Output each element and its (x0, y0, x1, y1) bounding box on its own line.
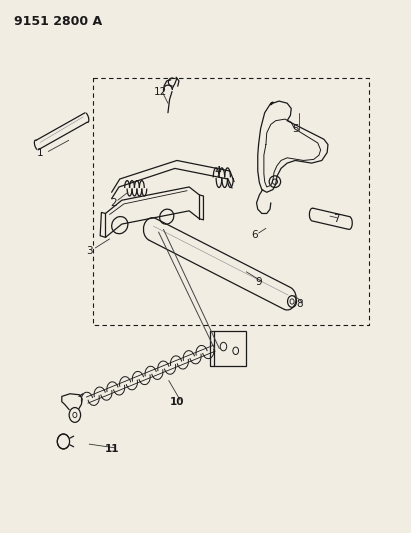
Text: 8: 8 (296, 298, 303, 309)
Text: 6: 6 (251, 230, 258, 240)
Text: 5: 5 (292, 124, 299, 134)
Text: 10: 10 (170, 397, 184, 407)
Text: 4: 4 (215, 166, 221, 176)
Bar (215, 331, 245, 366)
Text: 9151 2800 A: 9151 2800 A (14, 14, 102, 28)
Text: 2: 2 (110, 198, 117, 208)
Text: 1: 1 (37, 148, 44, 158)
Text: 7: 7 (333, 214, 339, 224)
Text: 11: 11 (104, 445, 119, 455)
Text: 3: 3 (86, 246, 92, 256)
Text: 12: 12 (154, 86, 167, 96)
Text: 9: 9 (255, 277, 262, 287)
